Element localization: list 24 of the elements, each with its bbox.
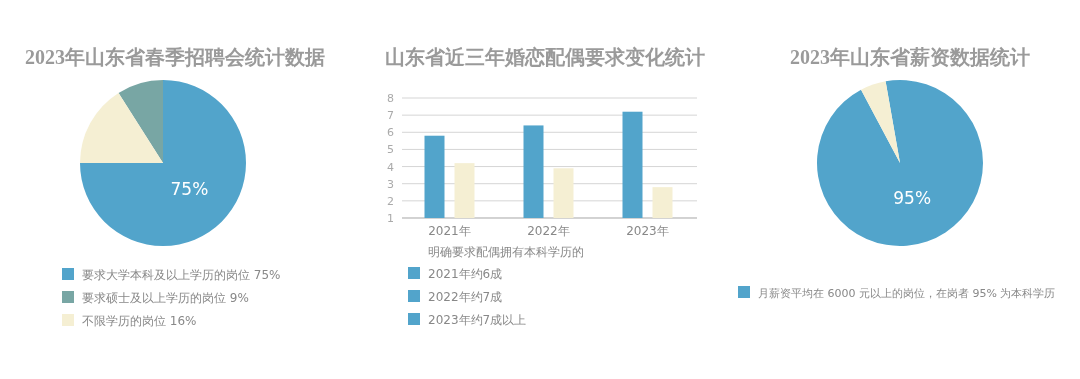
y-tick-label: 4	[387, 160, 394, 174]
legend-label: 不限学历的岗位 16%	[82, 314, 197, 328]
x-tick-label: 2021年	[428, 224, 471, 238]
y-tick-label: 7	[387, 109, 394, 123]
text: 2022年约7成	[428, 290, 503, 304]
y-tick-label: 3	[387, 177, 394, 191]
y-tick-label: 8	[387, 92, 394, 105]
chart-title: 2023年山东省春季招聘会统计数据	[25, 46, 325, 68]
data-label: 95%	[893, 188, 932, 209]
legend-label: 要求硕士及以上学历的岗位 9%	[82, 291, 249, 305]
legend-title: 明确要求配偶拥有本科学历的	[428, 245, 584, 259]
data-label: 75%	[170, 179, 209, 200]
x-tick-label: 2022年	[527, 224, 570, 238]
x-tick-label: 2023年	[626, 224, 669, 238]
legend-label: 要求大学本科及以上学历的岗位 75%	[82, 268, 281, 282]
text: 2023年约7成以上	[428, 313, 527, 327]
y-tick-label: 6	[387, 126, 394, 140]
chart-title: 山东省近三年婚恋配偶要求变化统计	[385, 46, 705, 68]
y-tick-label: 5	[387, 143, 394, 157]
y-tick-label: 1	[387, 212, 394, 225]
text: 2021年约6成	[428, 267, 503, 281]
legend-label: 月薪资平均在 6000 元以上的岗位，在岗者 95% 为本科学历	[758, 287, 1056, 300]
chart-title: 2023年山东省薪资数据统计	[790, 46, 1030, 68]
y-tick-label: 2	[387, 194, 394, 208]
